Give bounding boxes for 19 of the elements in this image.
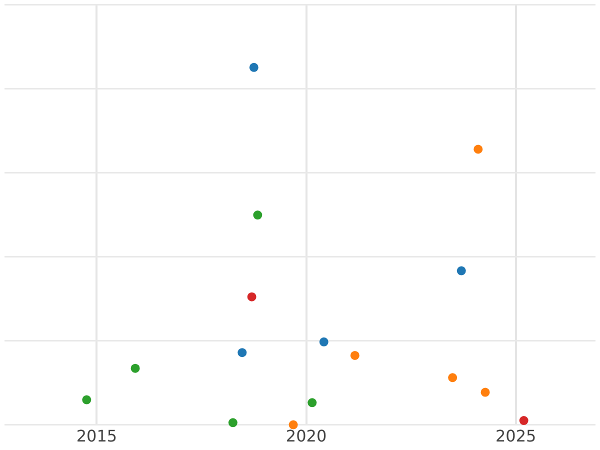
x-tick-label: 2025 — [496, 426, 536, 446]
point — [448, 373, 458, 382]
point — [480, 388, 490, 397]
point — [288, 420, 298, 430]
point — [238, 348, 247, 358]
point — [519, 416, 528, 426]
point — [474, 144, 483, 154]
point — [350, 350, 360, 360]
x-tick-label: 2015 — [76, 426, 118, 446]
x-tick-label: 2020 — [286, 426, 327, 446]
point — [308, 398, 317, 408]
point — [253, 210, 262, 220]
point — [456, 266, 466, 276]
point — [249, 62, 258, 72]
point — [130, 364, 140, 373]
point — [247, 292, 256, 302]
point — [228, 418, 238, 428]
point — [319, 337, 328, 346]
point — [82, 395, 92, 404]
